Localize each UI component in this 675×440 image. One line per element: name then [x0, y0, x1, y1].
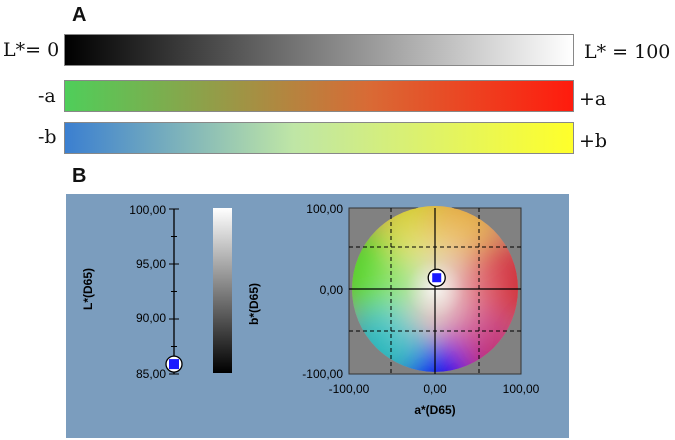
lightness-tick-100: 100,00	[129, 203, 166, 217]
ab-marker-dot	[432, 273, 442, 283]
b-axis-label: b*(D65)	[247, 283, 261, 325]
lightness-max-label: L* = 100	[584, 41, 671, 63]
ab-y-tick-minus-100: -100,00	[302, 367, 343, 381]
a-axis-label: a*(D65)	[414, 403, 455, 417]
a-gradient-bar	[64, 80, 574, 112]
lightness-marker[interactable]	[165, 355, 183, 373]
ab-x-tick-minus-100: -100,00	[329, 382, 370, 396]
lightness-ticks	[169, 208, 179, 375]
a-minus-label: -a	[38, 85, 56, 107]
ab-center-axes	[349, 208, 521, 374]
ab-y-tick-100: 100,00	[306, 202, 343, 216]
a-plus-label: +a	[579, 88, 607, 110]
lightness-min-label: L*= 0	[3, 39, 60, 61]
colorimeter-panel: 100,00 95,00 90,00 85,00 L*(D65) b*(D65)	[66, 194, 569, 438]
lightness-scale: 100,00 95,00 90,00 85,00 L*(D65)	[81, 203, 183, 381]
panel-b-label: B	[72, 165, 87, 187]
b-minus-label: -b	[38, 126, 57, 148]
lightness-marker-dot	[169, 359, 179, 370]
lightness-axis-label: L*(D65)	[81, 268, 95, 310]
ab-x-tick-100: 100,00	[503, 382, 540, 396]
b-plus-label: +b	[579, 130, 608, 152]
lightness-gradient-strip	[213, 208, 232, 373]
b-gradient-bar	[64, 122, 574, 154]
ab-x-tick-0: 0,00	[423, 382, 447, 396]
panel-a-label: A	[72, 4, 87, 26]
ab-marker[interactable]	[427, 268, 446, 287]
lightness-gradient-bar	[64, 34, 574, 66]
ab-y-tick-0: 0,00	[320, 283, 344, 297]
lightness-tick-95: 95,00	[136, 257, 166, 271]
lightness-tick-85: 85,00	[136, 367, 166, 381]
ab-chromaticity-plot: 100,00 0,00 -100,00 -100,00 0,00 100,00 …	[302, 202, 540, 417]
lightness-tick-90: 90,00	[136, 311, 166, 325]
